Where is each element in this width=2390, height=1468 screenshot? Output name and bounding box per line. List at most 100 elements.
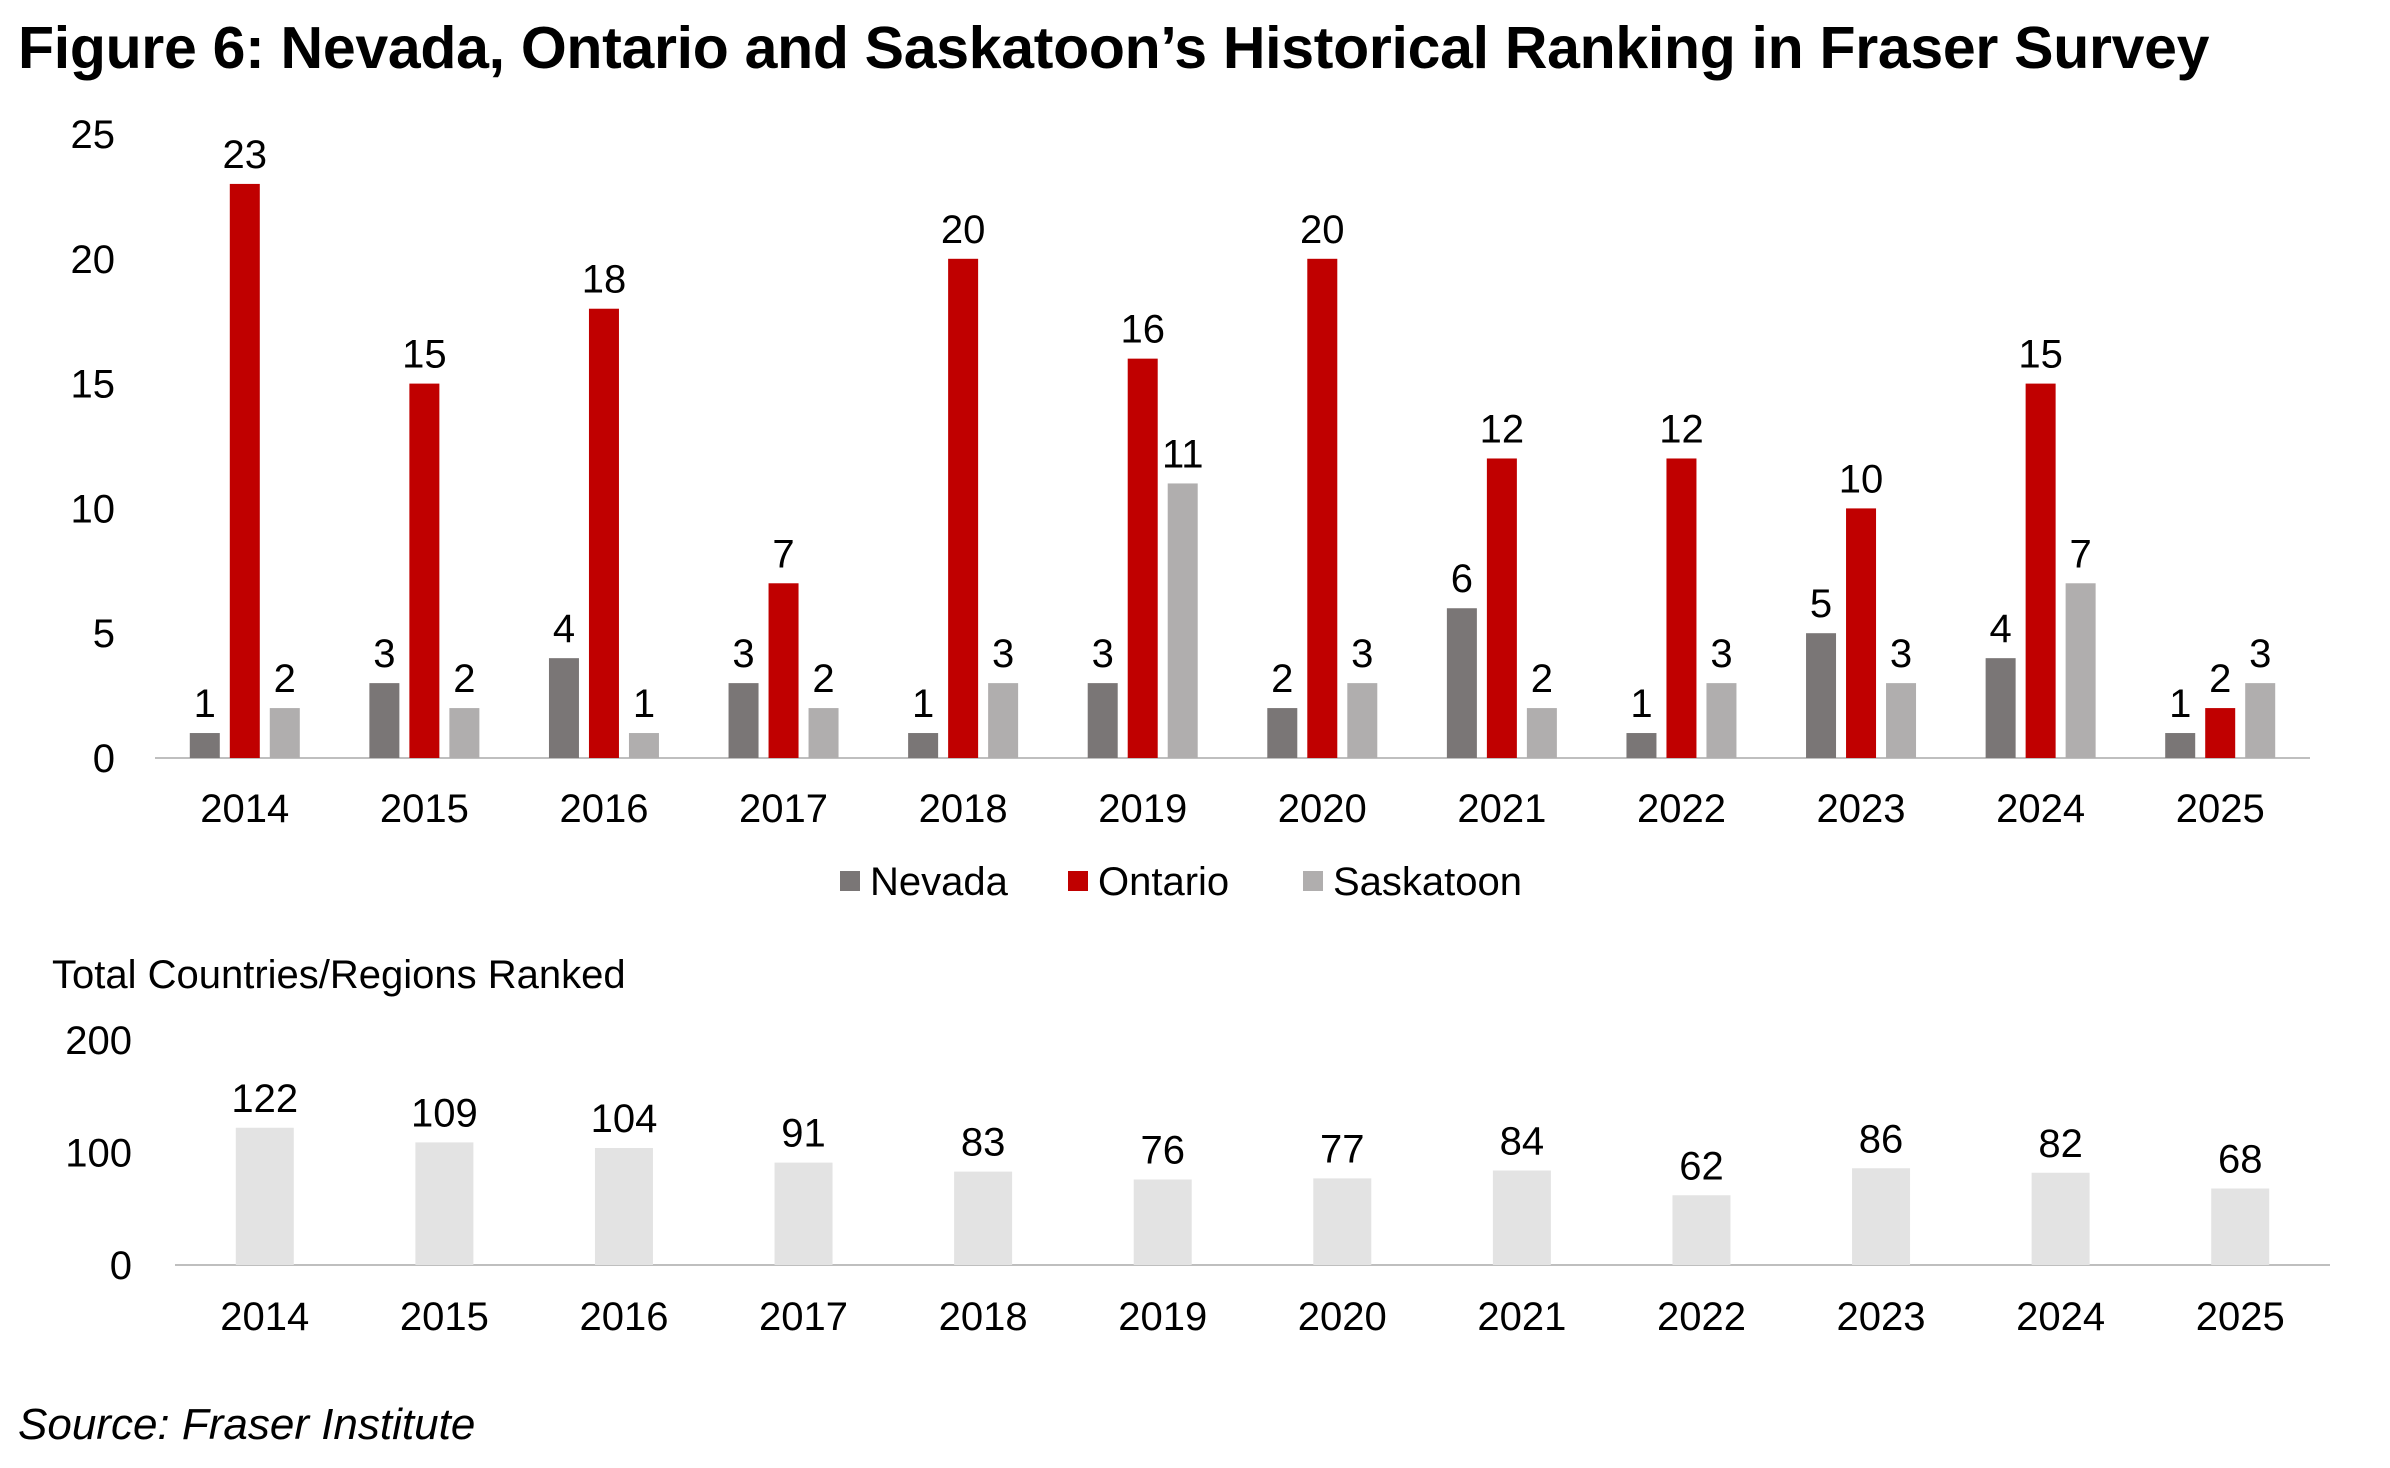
bar-total-ranked: [1492, 1170, 1551, 1265]
y-tick-label: 0: [93, 737, 115, 781]
data-label: 2: [274, 657, 296, 701]
data-label: 12: [1659, 407, 1704, 451]
bar-ontario: [1486, 458, 1517, 758]
figure-title: Figure 6: Nevada, Ontario and Saskatoon’…: [18, 15, 2210, 81]
bar-total-ranked: [1852, 1168, 1911, 1265]
y-tick-label: 15: [71, 363, 116, 407]
bar-nevada: [1267, 708, 1298, 758]
data-label: 109: [411, 1091, 478, 1135]
x-tick-label: 2019: [1118, 1295, 1207, 1339]
bar-total-ranked: [415, 1142, 474, 1265]
bar-nevada: [548, 658, 579, 758]
data-label: 1: [1630, 682, 1652, 726]
bar-saskatoon: [628, 733, 659, 758]
data-label: 18: [582, 258, 627, 302]
data-label: 1: [194, 682, 216, 726]
data-label: 7: [772, 532, 794, 576]
data-label: 104: [591, 1097, 658, 1141]
data-label: 122: [231, 1077, 298, 1121]
bar-total-ranked: [594, 1148, 653, 1265]
data-label: 83: [961, 1121, 1006, 1165]
data-label: 84: [1500, 1120, 1545, 1164]
bar-nevada: [1087, 683, 1118, 758]
x-tick-label: 2014: [220, 1295, 309, 1339]
data-label: 11: [1162, 432, 1204, 476]
bar-ontario: [2205, 708, 2236, 758]
data-label: 20: [941, 208, 986, 252]
bar-total-ranked: [2211, 1188, 2270, 1265]
x-tick-label: 2015: [400, 1295, 489, 1339]
bar-nevada: [369, 683, 400, 758]
chart-2-title: Total Countries/Regions Ranked: [52, 953, 626, 997]
legend-label-ontario: Ontario: [1098, 860, 1229, 904]
bar-total-ranked: [235, 1127, 294, 1265]
data-label: 12: [1480, 407, 1525, 451]
bar-nevada: [2165, 733, 2196, 758]
y-tick-label: 0: [110, 1244, 132, 1288]
x-tick-label: 2016: [559, 787, 648, 831]
data-label: 16: [1120, 308, 1165, 352]
x-tick-label: 2016: [579, 1295, 668, 1339]
bar-total-ranked: [954, 1171, 1013, 1265]
bar-saskatoon: [2065, 583, 2096, 758]
data-label: 2: [1531, 657, 1553, 701]
data-label: 7: [2070, 532, 2092, 576]
bar-total-ranked: [1313, 1178, 1372, 1265]
bar-nevada: [1626, 733, 1657, 758]
x-tick-label: 2019: [1098, 787, 1187, 831]
data-label: 82: [2038, 1122, 2083, 1166]
bar-saskatoon: [1347, 683, 1378, 758]
bar-saskatoon: [1886, 683, 1917, 758]
data-label: 3: [1890, 632, 1912, 676]
data-label: 3: [732, 632, 754, 676]
data-label: 1: [633, 682, 655, 726]
data-label: 2: [453, 657, 475, 701]
bar-nevada: [189, 733, 220, 758]
x-tick-label: 2018: [939, 1295, 1028, 1339]
x-tick-label: 2017: [759, 1295, 848, 1339]
bar-nevada: [1985, 658, 2016, 758]
x-tick-label: 2023: [1817, 787, 1906, 831]
data-label: 2: [1271, 657, 1293, 701]
x-tick-label: 2021: [1477, 1295, 1566, 1339]
bar-saskatoon: [1167, 483, 1198, 758]
data-label: 3: [373, 632, 395, 676]
x-tick-label: 2024: [1996, 787, 2085, 831]
data-label: 15: [2018, 333, 2063, 377]
bar-saskatoon: [1526, 708, 1557, 758]
bar-ontario: [948, 258, 979, 758]
legend-swatch-ontario: [1068, 871, 1088, 891]
x-tick-label: 2022: [1657, 1295, 1746, 1339]
bar-total-ranked: [774, 1162, 833, 1265]
x-tick-label: 2017: [739, 787, 828, 831]
x-tick-label: 2025: [2196, 1295, 2285, 1339]
x-tick-label: 2015: [380, 787, 469, 831]
data-label: 1: [912, 682, 934, 726]
data-label: 4: [1990, 607, 2012, 651]
data-label: 23: [223, 133, 268, 177]
bar-total-ranked: [1133, 1179, 1192, 1265]
data-label: 20: [1300, 208, 1345, 252]
x-tick-label: 2021: [1457, 787, 1546, 831]
data-label: 1: [2169, 682, 2191, 726]
bar-nevada: [728, 683, 759, 758]
x-tick-label: 2020: [1298, 1295, 1387, 1339]
bar-ontario: [768, 583, 799, 758]
bar-ontario: [1846, 508, 1877, 758]
y-tick-label: 25: [71, 113, 116, 157]
legend-label-saskatoon: Saskatoon: [1333, 860, 1522, 904]
bar-ontario: [1127, 358, 1158, 758]
data-label: 3: [992, 632, 1014, 676]
x-tick-label: 2018: [919, 787, 1008, 831]
data-label: 2: [812, 657, 834, 701]
bar-nevada: [908, 733, 939, 758]
bar-nevada: [1806, 633, 1837, 758]
data-label: 3: [1710, 632, 1732, 676]
data-label: 77: [1320, 1127, 1365, 1171]
data-label: 91: [781, 1112, 826, 1156]
data-label: 2: [2209, 657, 2231, 701]
data-label: 15: [402, 333, 447, 377]
y-tick-label: 10: [71, 487, 116, 531]
data-label: 62: [1679, 1144, 1724, 1188]
